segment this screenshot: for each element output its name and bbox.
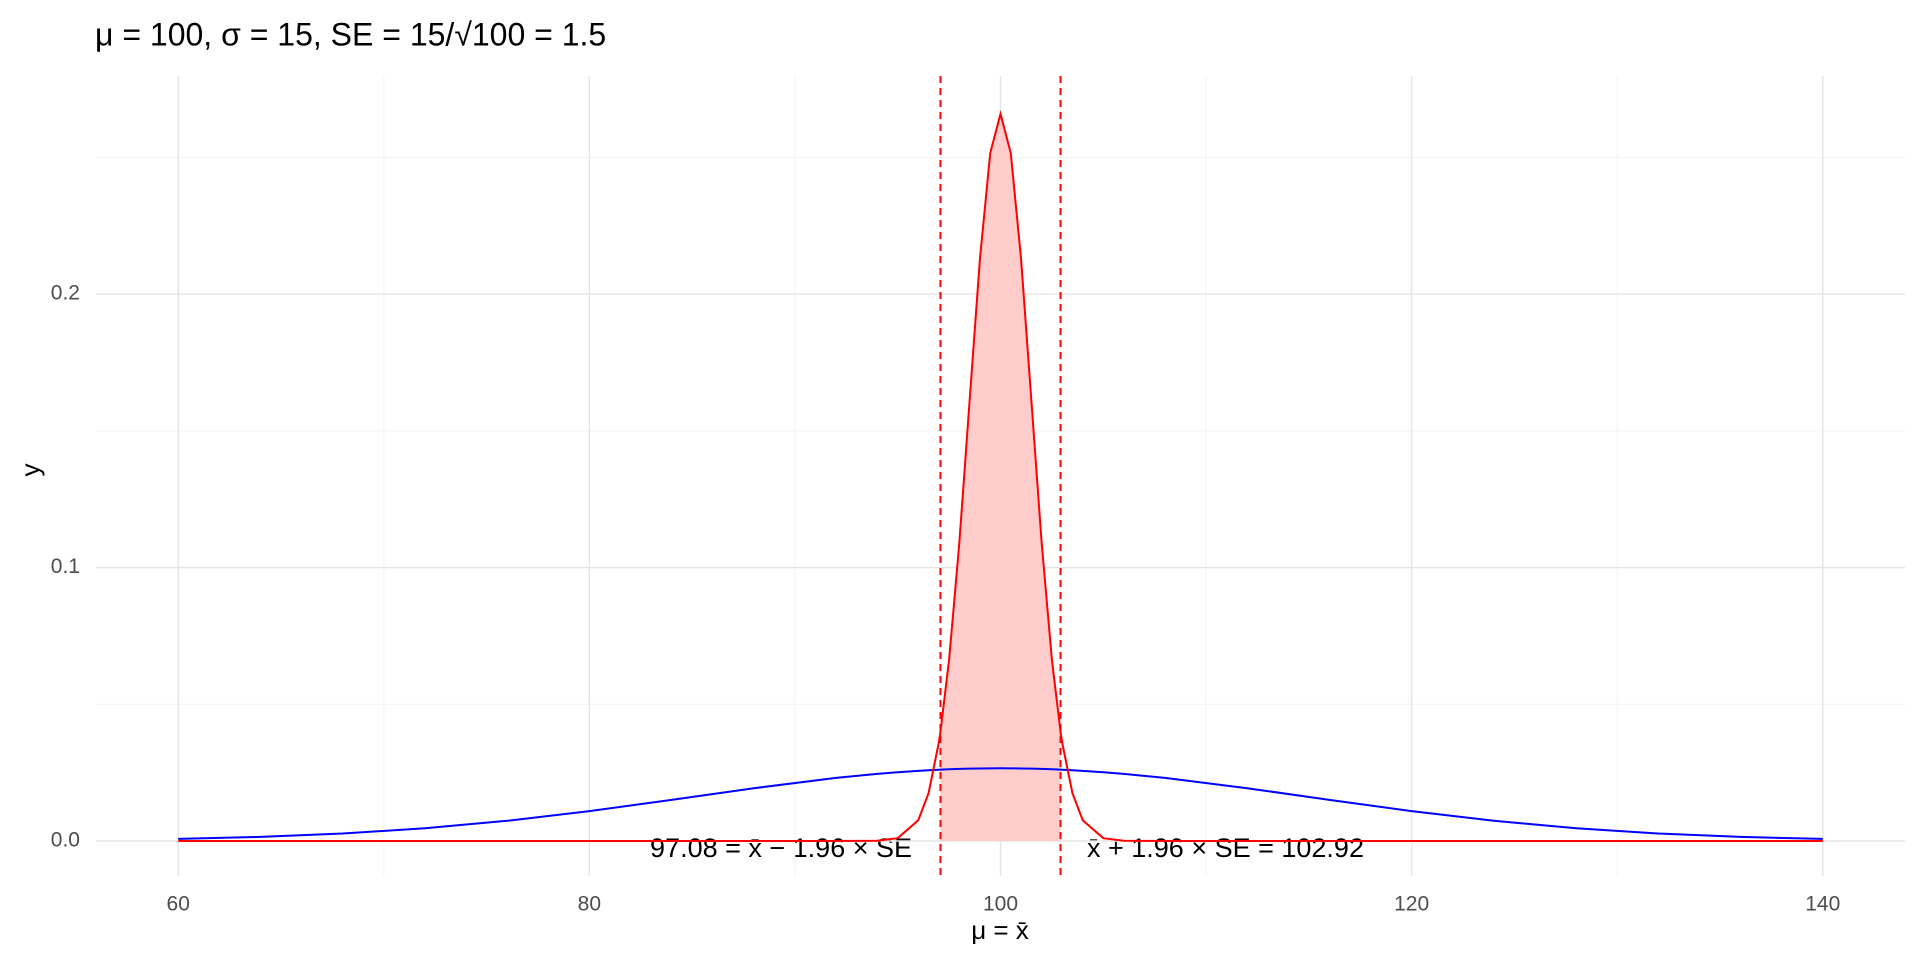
x-tick-label: 60 bbox=[167, 893, 190, 916]
chart-title: μ = 100, σ = 15, SE = 15/√100 = 1.5 bbox=[95, 16, 606, 52]
y-tick-label: 0.0 bbox=[51, 829, 80, 852]
x-tick-label: 120 bbox=[1394, 893, 1429, 916]
line bbox=[178, 109, 1823, 843]
y-tick-label: 0.2 bbox=[51, 282, 80, 305]
y-axis-label: y bbox=[15, 464, 45, 477]
annotation: x̄ + 1.96 × SE = 102.92 bbox=[1087, 833, 1364, 863]
x-tick-label: 80 bbox=[578, 893, 601, 916]
annotation: 97.08 = x̄ − 1.96 × SE bbox=[650, 833, 912, 863]
x-tick-label: 100 bbox=[983, 893, 1018, 916]
y-tick-label: 0.1 bbox=[51, 555, 80, 578]
x-tick-label: 140 bbox=[1805, 893, 1840, 916]
x-axis-label: μ = x̄ bbox=[971, 915, 1029, 945]
line bbox=[178, 767, 1823, 840]
shaded-area bbox=[940, 113, 1061, 842]
